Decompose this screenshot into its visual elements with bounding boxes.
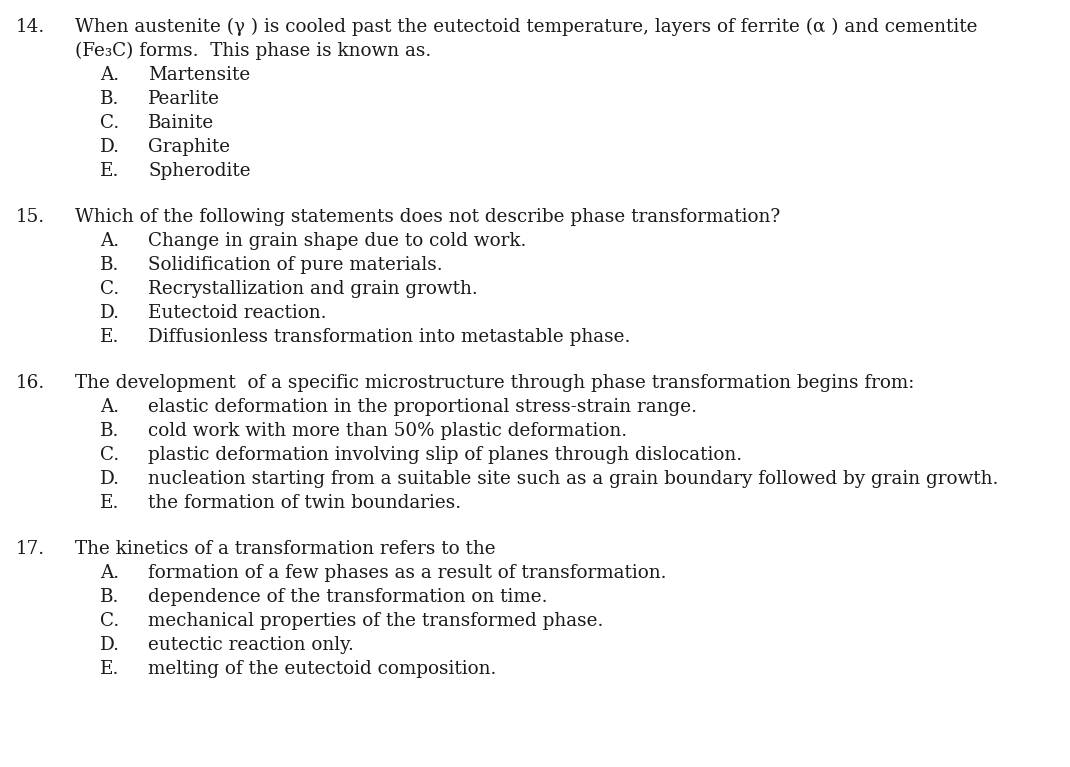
- Text: Graphite: Graphite: [148, 138, 230, 156]
- Text: B.: B.: [100, 588, 120, 606]
- Text: C.: C.: [100, 612, 119, 630]
- Text: The kinetics of a transformation refers to the: The kinetics of a transformation refers …: [75, 540, 495, 558]
- Text: mechanical properties of the transformed phase.: mechanical properties of the transformed…: [148, 612, 603, 630]
- Text: Pearlite: Pearlite: [148, 90, 220, 108]
- Text: D.: D.: [100, 470, 120, 488]
- Text: eutectic reaction only.: eutectic reaction only.: [148, 636, 354, 654]
- Text: A.: A.: [100, 564, 119, 582]
- Text: 14.: 14.: [16, 18, 45, 36]
- Text: nucleation starting from a suitable site such as a grain boundary followed by gr: nucleation starting from a suitable site…: [148, 470, 998, 488]
- Text: E.: E.: [100, 162, 120, 180]
- Text: When austenite (γ ) is cooled past the eutectoid temperature, layers of ferrite : When austenite (γ ) is cooled past the e…: [75, 18, 978, 36]
- Text: dependence of the transformation on time.: dependence of the transformation on time…: [148, 588, 548, 606]
- Text: Eutectoid reaction.: Eutectoid reaction.: [148, 304, 326, 322]
- Text: elastic deformation in the proportional stress-strain range.: elastic deformation in the proportional …: [148, 398, 697, 416]
- Text: B.: B.: [100, 256, 120, 274]
- Text: cold work with more than 50% plastic deformation.: cold work with more than 50% plastic def…: [148, 422, 627, 440]
- Text: Recrystallization and grain growth.: Recrystallization and grain growth.: [148, 280, 477, 298]
- Text: 17.: 17.: [16, 540, 45, 558]
- Text: plastic deformation involving slip of planes through dislocation.: plastic deformation involving slip of pl…: [148, 446, 743, 464]
- Text: A.: A.: [100, 66, 119, 84]
- Text: Bainite: Bainite: [148, 114, 214, 132]
- Text: E.: E.: [100, 660, 120, 678]
- Text: A.: A.: [100, 232, 119, 250]
- Text: E.: E.: [100, 494, 120, 512]
- Text: 15.: 15.: [16, 208, 45, 226]
- Text: The development  of a specific microstructure through phase transformation begin: The development of a specific microstruc…: [75, 374, 915, 392]
- Text: melting of the eutectoid composition.: melting of the eutectoid composition.: [148, 660, 496, 678]
- Text: C.: C.: [100, 114, 119, 132]
- Text: the formation of twin boundaries.: the formation of twin boundaries.: [148, 494, 461, 512]
- Text: Change in grain shape due to cold work.: Change in grain shape due to cold work.: [148, 232, 526, 250]
- Text: Diffusionless transformation into metastable phase.: Diffusionless transformation into metast…: [148, 328, 630, 346]
- Text: Spherodite: Spherodite: [148, 162, 250, 180]
- Text: D.: D.: [100, 138, 120, 156]
- Text: A.: A.: [100, 398, 119, 416]
- Text: C.: C.: [100, 446, 119, 464]
- Text: Solidification of pure materials.: Solidification of pure materials.: [148, 256, 443, 274]
- Text: Martensite: Martensite: [148, 66, 250, 84]
- Text: formation of a few phases as a result of transformation.: formation of a few phases as a result of…: [148, 564, 667, 582]
- Text: (Fe₃C) forms.  This phase is known as.: (Fe₃C) forms. This phase is known as.: [75, 42, 431, 61]
- Text: C.: C.: [100, 280, 119, 298]
- Text: D.: D.: [100, 636, 120, 654]
- Text: B.: B.: [100, 90, 120, 108]
- Text: D.: D.: [100, 304, 120, 322]
- Text: B.: B.: [100, 422, 120, 440]
- Text: Which of the following statements does not describe phase transformation?: Which of the following statements does n…: [75, 208, 780, 226]
- Text: E.: E.: [100, 328, 120, 346]
- Text: 16.: 16.: [16, 374, 45, 392]
